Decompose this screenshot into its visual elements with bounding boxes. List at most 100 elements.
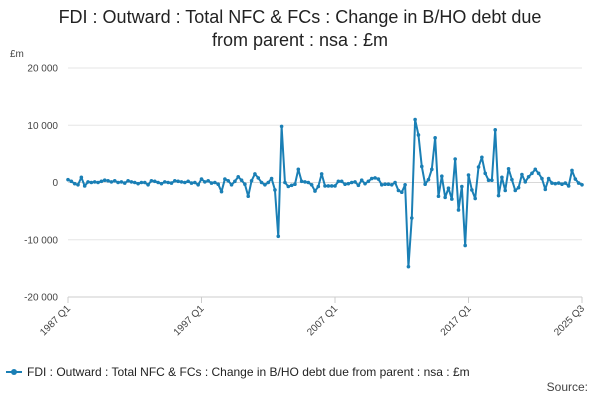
data-point[interactable] xyxy=(576,181,581,185)
data-point[interactable] xyxy=(112,178,117,183)
data-point[interactable] xyxy=(102,178,107,183)
data-point[interactable] xyxy=(319,172,324,176)
data-point[interactable] xyxy=(460,184,464,189)
data-point[interactable] xyxy=(152,179,157,184)
data-point[interactable] xyxy=(243,182,247,187)
data-point[interactable] xyxy=(473,196,477,201)
data-point[interactable] xyxy=(556,181,561,185)
data-point[interactable] xyxy=(433,136,437,140)
data-point[interactable] xyxy=(279,124,284,129)
data-point[interactable] xyxy=(373,176,377,180)
data-point[interactable] xyxy=(206,178,210,183)
data-point[interactable] xyxy=(283,180,287,185)
data-point[interactable] xyxy=(229,182,234,187)
data-point[interactable] xyxy=(189,181,194,185)
data-point[interactable] xyxy=(132,180,137,185)
data-point[interactable] xyxy=(573,177,578,181)
data-point[interactable] xyxy=(96,180,100,185)
data-point[interactable] xyxy=(149,178,154,183)
data-point[interactable] xyxy=(122,181,127,185)
data-point[interactable] xyxy=(146,182,150,187)
data-point[interactable] xyxy=(456,208,461,212)
data-point[interactable] xyxy=(480,155,484,160)
data-point[interactable] xyxy=(233,179,237,184)
data-point[interactable] xyxy=(393,180,397,185)
data-point[interactable] xyxy=(256,176,261,180)
data-point[interactable] xyxy=(179,180,184,184)
data-point[interactable] xyxy=(82,184,87,188)
data-point[interactable] xyxy=(249,178,254,183)
data-point[interactable] xyxy=(450,197,454,201)
data-point[interactable] xyxy=(166,180,170,185)
data-point[interactable] xyxy=(389,182,394,187)
data-point[interactable] xyxy=(513,188,518,193)
data-point[interactable] xyxy=(430,167,434,172)
data-point[interactable] xyxy=(483,171,488,176)
data-point[interactable] xyxy=(313,189,317,193)
data-point[interactable] xyxy=(486,178,491,183)
data-point[interactable] xyxy=(493,128,498,132)
data-point[interactable] xyxy=(216,182,220,187)
data-point[interactable] xyxy=(516,185,521,190)
data-point[interactable] xyxy=(416,133,421,137)
data-point[interactable] xyxy=(406,264,411,269)
data-point[interactable] xyxy=(156,180,160,185)
data-point[interactable] xyxy=(476,165,481,169)
data-point[interactable] xyxy=(246,194,251,199)
data-point[interactable] xyxy=(339,179,344,184)
data-point[interactable] xyxy=(129,180,134,184)
data-point[interactable] xyxy=(106,178,110,183)
data-point[interactable] xyxy=(520,172,524,177)
data-point[interactable] xyxy=(142,180,147,185)
data-point[interactable] xyxy=(443,195,447,200)
data-point[interactable] xyxy=(436,194,441,199)
data-point[interactable] xyxy=(173,178,177,183)
data-point[interactable] xyxy=(570,168,574,173)
data-point[interactable] xyxy=(333,184,337,188)
data-point[interactable] xyxy=(366,179,371,184)
data-point[interactable] xyxy=(376,177,381,181)
data-point[interactable] xyxy=(419,164,424,169)
data-point[interactable] xyxy=(323,184,327,188)
data-point[interactable] xyxy=(306,180,311,185)
data-point[interactable] xyxy=(92,180,97,184)
data-point[interactable] xyxy=(89,180,94,185)
data-point[interactable] xyxy=(526,174,531,179)
data-point[interactable] xyxy=(563,181,568,185)
data-point[interactable] xyxy=(136,181,140,186)
data-point[interactable] xyxy=(109,180,114,184)
data-point[interactable] xyxy=(326,184,331,188)
data-point[interactable] xyxy=(466,173,471,177)
data-point[interactable] xyxy=(523,180,528,184)
data-point[interactable] xyxy=(463,243,467,248)
legend[interactable]: FDI : Outward : Total NFC & FCs : Change… xyxy=(6,365,470,379)
data-point[interactable] xyxy=(162,180,167,184)
data-point[interactable] xyxy=(186,179,190,184)
data-point[interactable] xyxy=(503,188,508,193)
data-point[interactable] xyxy=(453,157,457,161)
data-point[interactable] xyxy=(403,182,407,187)
data-point[interactable] xyxy=(369,176,374,181)
data-point[interactable] xyxy=(299,179,304,184)
data-point[interactable] xyxy=(303,180,307,184)
data-point[interactable] xyxy=(116,180,120,185)
data-point[interactable] xyxy=(309,182,314,187)
data-point[interactable] xyxy=(86,180,90,184)
data-point[interactable] xyxy=(226,178,231,183)
data-point[interactable] xyxy=(193,180,197,185)
data-point[interactable] xyxy=(506,166,511,171)
data-point[interactable] xyxy=(566,184,571,188)
data-point[interactable] xyxy=(276,234,281,239)
data-point[interactable] xyxy=(289,183,294,188)
data-point[interactable] xyxy=(69,179,74,184)
data-point[interactable] xyxy=(536,171,541,176)
data-point[interactable] xyxy=(236,174,241,179)
data-point[interactable] xyxy=(540,176,544,181)
data-point[interactable] xyxy=(139,180,144,185)
data-point[interactable] xyxy=(353,180,357,184)
data-point[interactable] xyxy=(286,184,291,189)
data-point[interactable] xyxy=(409,216,414,220)
data-point[interactable] xyxy=(399,190,404,195)
data-point[interactable] xyxy=(533,167,538,172)
data-point[interactable] xyxy=(560,182,564,187)
